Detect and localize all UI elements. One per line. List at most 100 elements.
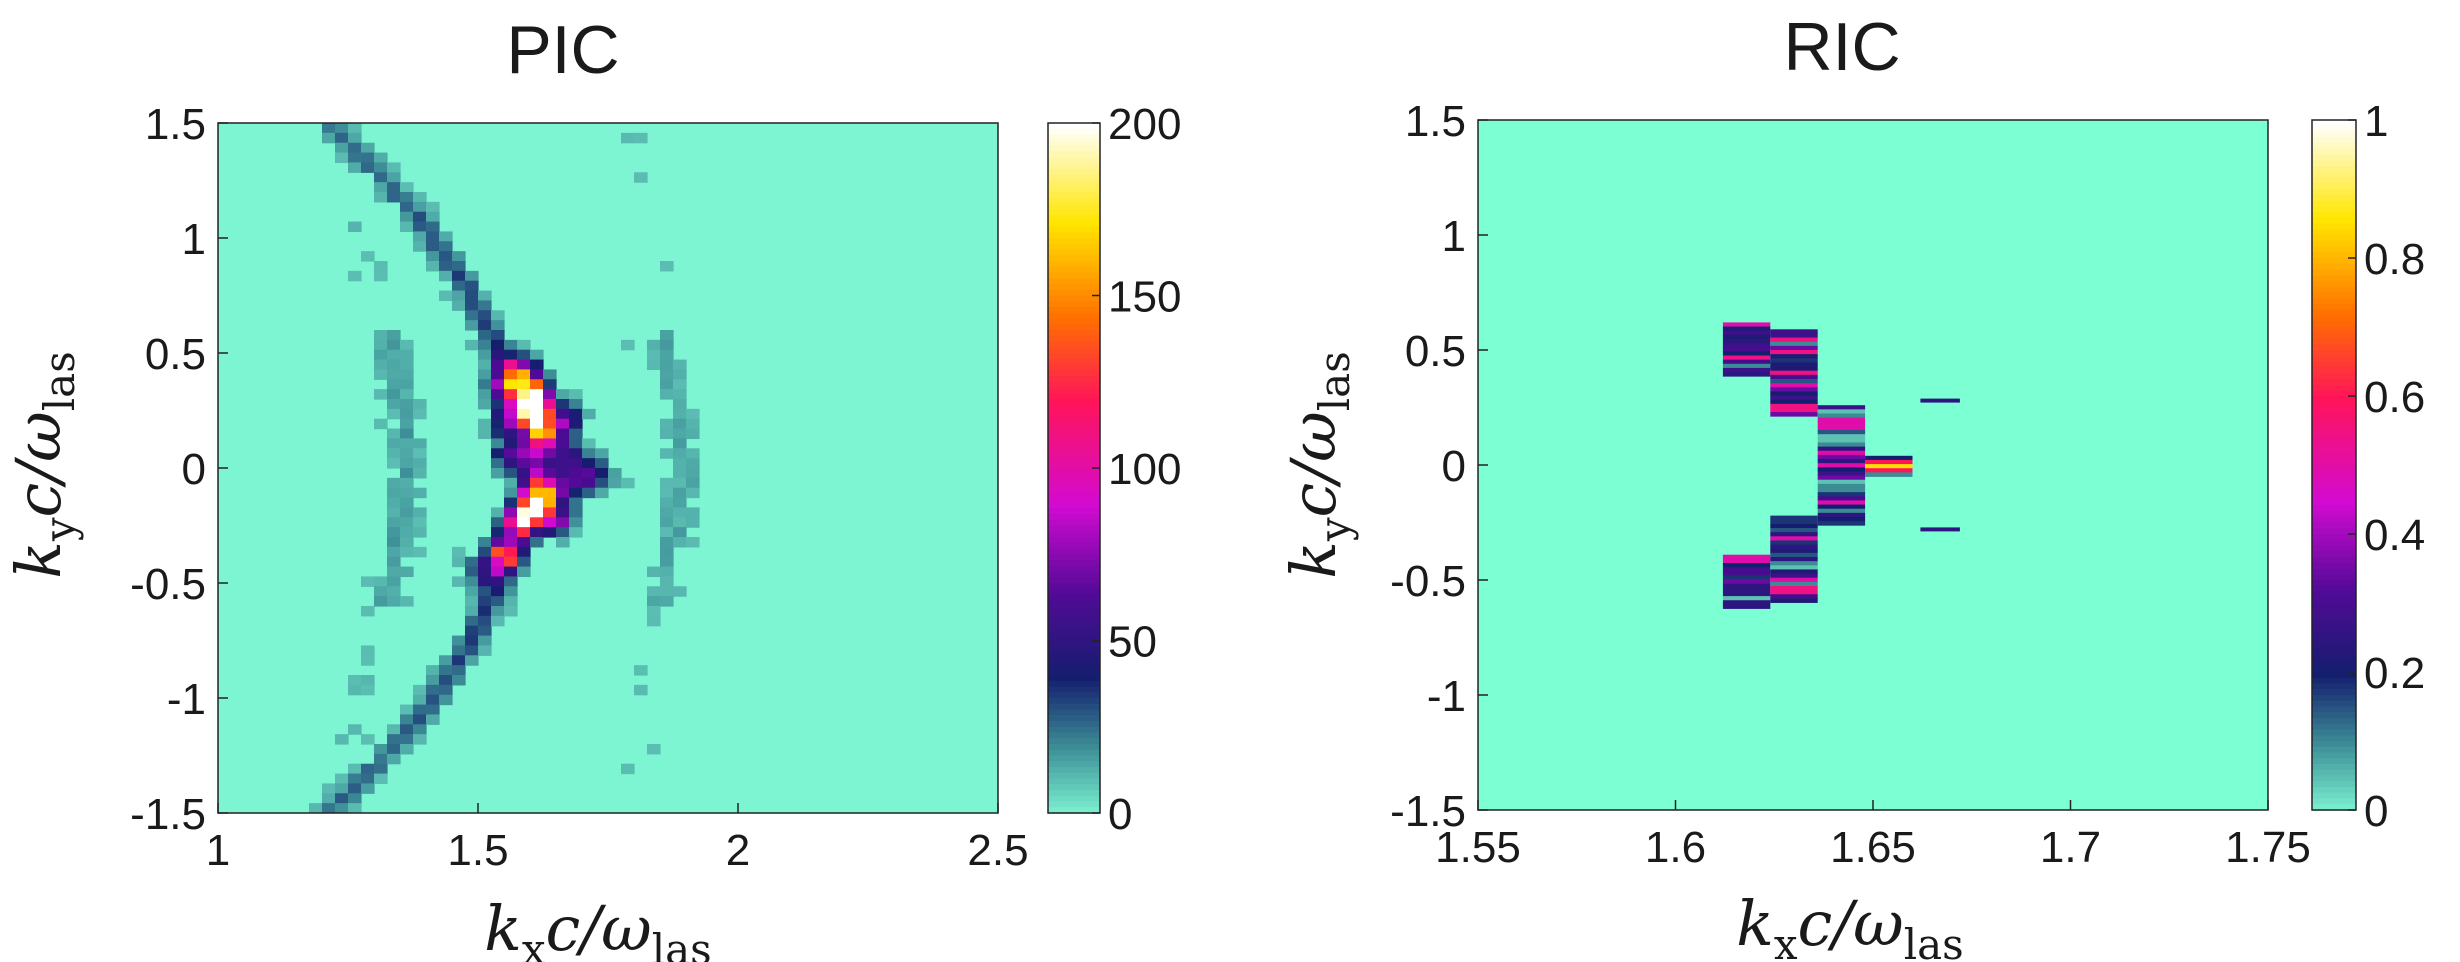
ric-heatmap-strip [1817,450,1866,456]
pic-heatmap-cell [361,684,375,696]
ric-colorbar-segment [2312,327,2356,334]
pic-heatmap-cell [387,428,401,440]
pic-heatmap-cell [400,221,414,233]
pic-heatmap-cell [348,123,362,134]
pic-colorbar-segment [1048,738,1100,745]
ric-heatmap-strip [1722,351,1771,356]
pic-heatmap-cell [413,734,427,745]
ric-colorbar-segment [2312,775,2356,783]
ric-heatmap-strip [1817,512,1866,518]
pic-heatmap-cell [491,458,505,469]
pic-heatmap-cell [361,773,375,785]
ric-colorbar-segment [2312,488,2356,495]
pic-heatmap-cell [387,546,401,558]
pic-heatmap-cell [465,556,479,568]
pic-heatmap-cell [361,645,375,656]
pic-colorbar-segment [1048,422,1100,429]
pic-heatmap-cell [491,330,505,341]
pic-heatmap-cell [374,152,388,164]
ric-heatmap-strip [1722,579,1771,585]
pic-heatmap-cell [387,330,401,341]
pic-heatmap-cell [426,211,440,223]
ric-heatmap-strip [1770,399,1818,405]
pic-heatmap-cell [452,556,466,568]
ric-heatmap-strip [1770,548,1818,554]
ric-colorbar-segment [2312,620,2356,627]
pic-x-tick-label: 2.5 [967,826,1028,875]
pic-heatmap-cell [569,507,583,518]
pic-colorbar-segment [1048,261,1100,268]
pic-heatmap-cell [478,369,492,380]
pic-heatmap-cell [660,339,674,351]
pic-heatmap-cell [504,408,518,420]
pic-heatmap-cell [530,497,544,509]
ric-colorbar-segment [2312,390,2356,397]
pic-colorbar-segment [1048,186,1100,193]
ric-colorbar-segment [2312,269,2356,277]
pic-heatmap-cell [439,231,453,242]
pic-heatmap-cell [413,211,427,223]
pic-heatmap-cell [491,408,505,420]
pic-heatmap-cell [439,270,453,282]
ric-colorbar-segment [2312,700,2356,708]
pic-heatmap-cell [491,556,505,568]
pic-heatmap-cell [556,468,570,479]
ric-colorbar-segment [2312,281,2356,288]
ric-colorbar-segment [2312,649,2356,656]
pic-heatmap-cell [439,665,453,676]
pic-heatmap-cell [569,487,583,499]
pic-heatmap-cell [504,399,518,410]
pic-heatmap-cell [504,359,518,371]
ric-x-tick-label: 1.75 [2225,823,2311,872]
pic-heatmap-cell [491,517,505,528]
pic-heatmap-cell [413,241,427,252]
ric-heatmap-strip [1722,562,1771,568]
pic-heatmap-cell [582,468,596,479]
pic-heatmap-cell [647,596,661,607]
ric-colorbar-segment [2312,120,2356,127]
pic-heatmap-cell [556,517,570,528]
pic-heatmap-cell [621,763,635,775]
pic-heatmap-cell [660,389,674,400]
ric-colorbar-segment [2312,436,2356,443]
ric-colorbar-segment [2312,792,2356,800]
pic-heatmap-cell [673,487,687,499]
ric-colorbar-segment [2312,764,2356,771]
pic-heatmap-cell [491,369,505,380]
ric-heatmap-strip [1817,421,1866,427]
pic-heatmap-cell [491,379,505,390]
pic-heatmap-cell [413,399,427,410]
pic-heatmap-cell [595,477,609,489]
pic-heatmap-cell [426,714,440,725]
pic-heatmap-cell [387,753,401,765]
ric-y-tick-label: -1 [1427,672,1466,721]
pic-heatmap-cell [374,182,388,193]
pic-colorbar-segment [1048,686,1100,694]
ric-heatmap-strip [1770,412,1818,417]
pic-heatmap-cell [660,586,674,597]
pic-heatmap-cell [491,389,505,400]
pic-heatmap-cell [413,507,427,518]
pic-colorbar-segment [1048,307,1100,314]
pic-heatmap-cell [569,468,583,479]
pic-x-tick-label: 1.5 [447,826,508,875]
pic-heatmap-cell [634,665,648,676]
pic-heatmap-cell [517,438,531,449]
ric-heatmap-strip [1770,515,1818,521]
ric-heatmap-strip [1817,504,1866,510]
pic-heatmap-cell [426,251,440,262]
pic-heatmap-cell [348,724,362,735]
ric-heatmap-strip [1817,471,1866,476]
pic-heatmap-cell [387,379,401,390]
pic-heatmap-cell [660,596,674,607]
pic-heatmap-cell [556,418,570,430]
pic-heatmap-cell [660,537,674,548]
pic-colorbar-segment [1048,502,1100,510]
pic-colorbar-segment [1048,272,1100,280]
ric-colorbar-segment [2312,430,2356,438]
pic-heatmap-cell [452,290,466,302]
pic-colorbar-segment [1048,203,1100,211]
pic-heatmap-cell [400,339,414,351]
pic-heatmap-cell [465,645,479,656]
pic-heatmap-cell [413,221,427,233]
